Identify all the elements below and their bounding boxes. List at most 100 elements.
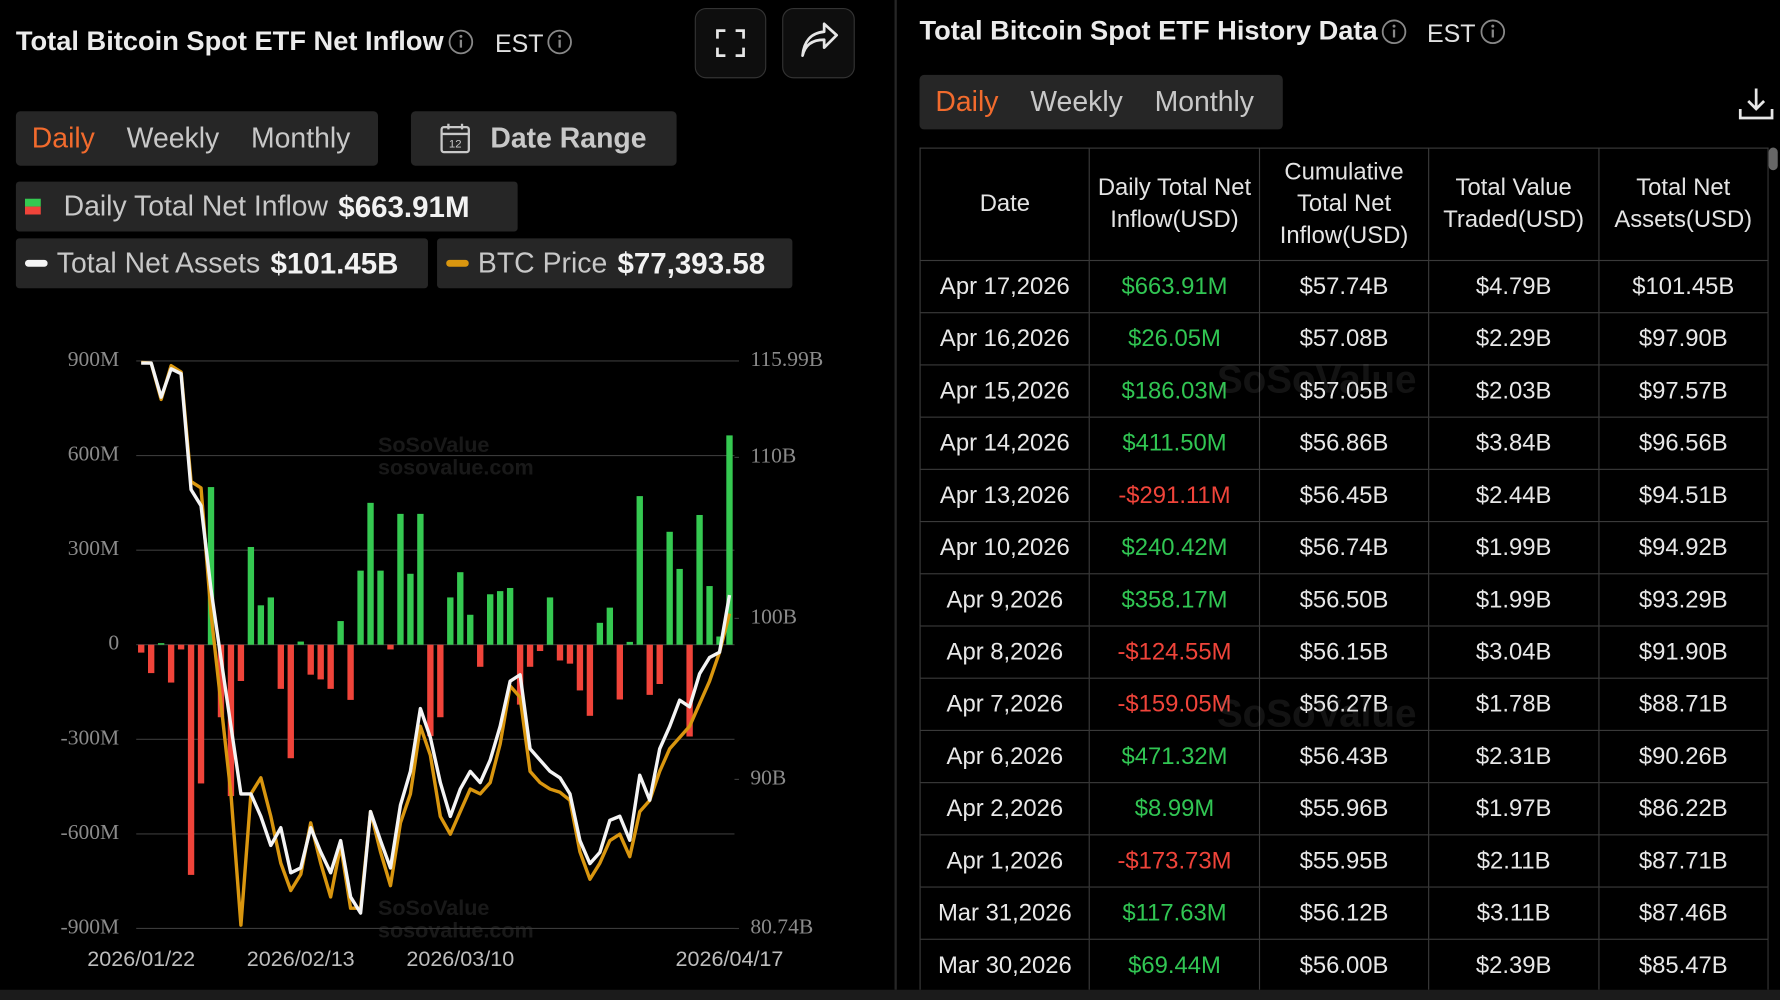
tab[interactable]: Weekly [126,122,220,154]
table-cell: Apr 9,2026 [919,573,1091,627]
x-tick-label: 2026/03/10 [406,946,514,971]
table-row: Apr 17,2026 $663.91M $57.74B $4.79B $101.45B [919,259,1769,314]
bar [506,587,514,645]
table-cell: $3.84B [1428,416,1600,470]
table-cell: $1.97B [1428,782,1600,836]
bar [636,496,643,645]
bar [556,644,564,661]
table-cell: $3.11B [1428,886,1600,940]
table-cell: Mar 31,2026 [919,886,1091,940]
bar [467,614,474,645]
y-tick-label: -900M [61,914,120,938]
table-cell: $101.45B [1597,259,1769,314]
bar [447,597,454,645]
x-tick-label: 2026/02/13 [247,946,355,971]
watermark: SoSoValue [1216,358,1417,402]
table-cell: $2.29B [1428,312,1600,366]
table-cell: Apr 10,2026 [919,520,1091,575]
bar [606,607,614,645]
tab[interactable]: Daily [935,85,999,118]
table-cell: $55.95B [1258,834,1430,888]
table-cell: $96.56B [1597,416,1769,470]
legend-value: $101.45B [270,245,399,280]
table-cell: Apr 1,2026 [919,834,1091,888]
column-header: Daily Total Net Inflow(USD) [1089,147,1260,262]
info-icon[interactable] [448,29,474,55]
bar [696,514,703,645]
table-row: Apr 2,2026 $8.99M $55.96B $1.97B $86.22B [919,782,1769,836]
legend-value: $663.91M [338,188,470,224]
y-tick-label: -600M [61,820,120,844]
bar [716,636,723,645]
table-cell: $1.78B [1428,677,1600,731]
table-cell: $56.74B [1258,520,1430,575]
watermark: SoSoValue [1216,692,1417,736]
bar [347,644,354,700]
share-button[interactable] [782,7,855,79]
bar [367,502,374,645]
x-tick-label: 2026/04/17 [676,946,784,971]
bar [377,570,384,645]
watermark-url: sosovalue.com [378,918,534,943]
table-cell: $97.57B [1597,364,1769,418]
bar [257,605,265,645]
scrollbar[interactable] [1768,147,1778,171]
bar [197,644,205,784]
y-tick-label: 300M [68,536,119,560]
table-row: Apr 7,2026 -$159.05M $56.27B $1.78B $88.71B [919,677,1769,731]
table-cell: Apr 13,2026 [919,468,1091,523]
bar [187,644,195,875]
table-cell: Apr 6,2026 [919,729,1091,784]
table-row: Apr 8,2026 -$124.55M $56.15B $3.04B $91.90B [919,625,1769,679]
table-row: Apr 1,2026 -$173.73M $55.95B $2.11B $87.71B [919,834,1769,888]
table-row: Apr 9,2026 $358.17M $56.50B $1.99B $93.29B [919,573,1769,627]
bar [626,641,633,645]
column-header: Total Net Assets(USD) [1597,147,1769,262]
header-row: Date Daily Total Net Inflow(USD) Cumulativ… [919,147,1769,262]
y2-tick-label: 100B [750,604,797,628]
table-row: Mar 30,2026 $69.44M $56.00B $2.39B $85.47B [919,938,1769,990]
bar [217,644,225,718]
info-icon[interactable] [1480,19,1506,45]
line [141,361,732,915]
table-cell: $56.15B [1258,625,1430,679]
bar [457,572,464,645]
table-row: Apr 10,2026 $240.42M $56.74B $1.99B $94.92B [919,520,1769,575]
share-icon [801,22,839,57]
legend-value: $77,393.58 [617,245,766,280]
y-tick-label: 600M [68,441,119,465]
bar [407,573,414,645]
table-cell: -$159.05M [1089,677,1260,731]
bar [148,644,155,674]
tab[interactable]: Weekly [1030,85,1123,118]
table-cell: -$124.55M [1089,625,1260,679]
table-cell: $2.44B [1428,468,1600,523]
table-cell: $56.86B [1258,416,1430,470]
watermark: SoSoValue [378,895,489,920]
history-table-container: Date Daily Total Net Inflow(USD) Cumulativ… [919,147,1769,990]
watermark-url: sosovalue.com [378,454,534,479]
fullscreen-button[interactable] [694,7,767,79]
legend-item[interactable]: Total Net Assets $101.45B [15,238,428,289]
info-icon[interactable] [1381,19,1407,45]
legend-swatch [24,259,48,267]
tab[interactable]: Daily [31,122,95,154]
bar [417,513,424,645]
bar [586,644,594,716]
table-cell: $2.31B [1428,729,1600,784]
tab[interactable]: Monthly [250,122,351,154]
table-cell: $91.90B [1597,625,1769,679]
bar [726,435,733,645]
tab[interactable]: Monthly [1154,85,1254,118]
bar [526,644,534,667]
info-icon[interactable] [547,29,572,55]
legend-label: Daily Total Net Inflow [63,190,329,222]
download-button[interactable] [1737,84,1776,123]
table-cell: Apr 14,2026 [919,416,1091,470]
bar [287,644,294,759]
date-range-button[interactable]: 12 Date Range [410,111,677,166]
legend-item[interactable]: Daily Total Net Inflow $663.91M [15,181,518,232]
legend-item[interactable]: BTC Price $77,393.58 [437,238,793,289]
